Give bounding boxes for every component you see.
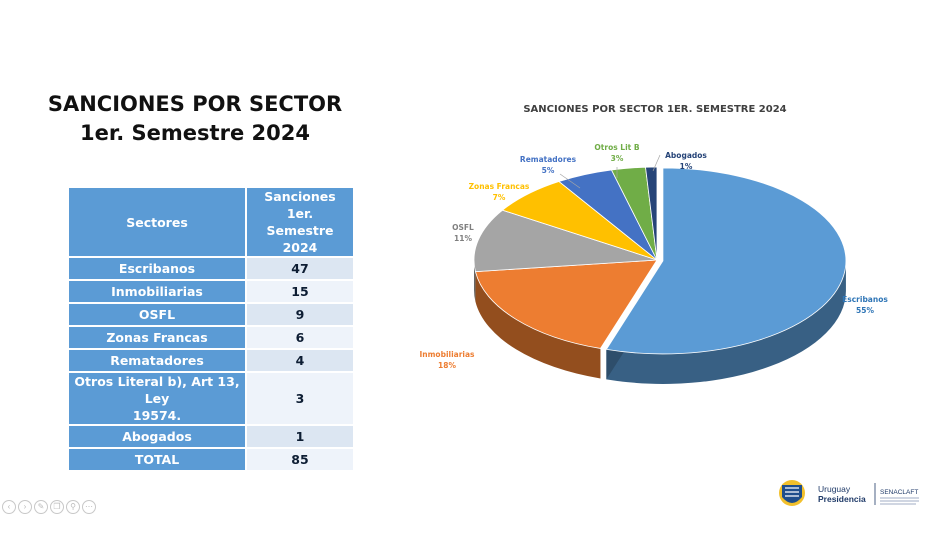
prev-icon[interactable]: ‹ [2, 500, 16, 514]
table-row: Abogados 1 [69, 426, 353, 447]
table-row: Zonas Francas 6 [69, 327, 353, 348]
table-row: OSFL 9 [69, 304, 353, 325]
data-label-category: Escribanos [842, 295, 888, 304]
pie-slice-osfl [473, 209, 658, 273]
row-sector-line2: 19574. [132, 408, 182, 423]
row-sector: Abogados [69, 426, 245, 447]
row-sector-line1: Otros Literal b), Art 13, Ley [74, 374, 240, 406]
row-value: 15 [247, 281, 353, 302]
presidencia-logo: Uruguay Presidencia SENACLAFT [776, 475, 926, 520]
table-row: Otros Literal b), Art 13, Ley 19574. 3 [69, 373, 353, 424]
header-sectores: Sectores [69, 188, 245, 256]
table-header-row: Sectores Sanciones 1er. Semestre 2024 [69, 188, 353, 256]
title-line-2: 1er. Semestre 2024 [80, 121, 310, 145]
data-label-percent: 1% [680, 162, 693, 171]
data-label-category: Zonas Francas [469, 182, 530, 191]
zoom-icon[interactable]: ⚲ [66, 500, 80, 514]
slideshow-nav: ‹ › ✎ ❐ ⚲ ⋯ [2, 500, 96, 514]
pen-icon[interactable]: ✎ [34, 500, 48, 514]
header-sanciones: Sanciones 1er. Semestre 2024 [247, 188, 353, 256]
copy-icon[interactable]: ❐ [50, 500, 64, 514]
table-row: Escribanos 47 [69, 258, 353, 279]
sanctions-table: Sectores Sanciones 1er. Semestre 2024 Es… [67, 186, 355, 472]
data-label-category: Rematadores [520, 155, 577, 164]
data-label-percent: 3% [611, 154, 624, 163]
header-sanciones-line1: Sanciones 1er. [264, 189, 336, 221]
row-sector: Escribanos [69, 258, 245, 279]
pie-slice-abogados [645, 166, 658, 261]
row-value: 4 [247, 350, 353, 371]
pie-slice-escribanos [605, 167, 847, 355]
leader-line [652, 154, 661, 172]
pie-slice-side-escribanos [606, 260, 846, 384]
data-label-percent: 7% [493, 193, 506, 202]
logo-fine-print [880, 497, 919, 505]
data-label-percent: 5% [542, 166, 555, 175]
row-sector: Rematadores [69, 350, 245, 371]
leader-line [559, 173, 581, 189]
row-value: 47 [247, 258, 353, 279]
data-label-category: Abogados [665, 151, 707, 160]
header-sanciones-line2: Semestre 2024 [266, 223, 334, 255]
data-label-category: Otros Lit B [594, 143, 639, 152]
table-row: Inmobiliarias 15 [69, 281, 353, 302]
title-line-1: SANCIONES POR SECTOR [47, 92, 343, 116]
pie-slice-side-inmobiliarias [475, 271, 601, 379]
row-sector: Otros Literal b), Art 13, Ley 19574. [69, 373, 245, 424]
sun-shield-emblem [779, 480, 805, 506]
data-label-category: OSFL [452, 223, 474, 232]
data-label-percent: 11% [454, 234, 472, 243]
table-row: Rematadores 4 [69, 350, 353, 371]
data-label-percent: 18% [438, 361, 456, 370]
logo-uruguay: Uruguay [818, 484, 851, 494]
pie-slice-inmobiliarias [474, 259, 658, 349]
next-icon[interactable]: › [18, 500, 32, 514]
data-label-category: Inmobiliarias [420, 350, 475, 359]
data-label-percent: 55% [856, 306, 874, 315]
total-value: 85 [247, 449, 353, 470]
row-value: 9 [247, 304, 353, 325]
row-value: 1 [247, 426, 353, 447]
row-sector: Zonas Francas [69, 327, 245, 348]
pie-chart: SANCIONES POR SECTOR 1ER. SEMESTRE 2024 … [420, 104, 888, 384]
row-value: 6 [247, 327, 353, 348]
slide-title: SANCIONES POR SECTOR 1er. Semestre 2024 [40, 90, 350, 148]
row-value: 3 [247, 373, 353, 424]
row-sector: Inmobiliarias [69, 281, 245, 302]
total-label: TOTAL [69, 449, 245, 470]
more-icon[interactable]: ⋯ [82, 500, 96, 514]
logo-senaclaft: SENACLAFT [880, 489, 918, 496]
table-total-row: TOTAL 85 [69, 449, 353, 470]
logo-presidencia: Presidencia [818, 494, 866, 504]
chart-title: SANCIONES POR SECTOR 1ER. SEMESTRE 2024 [523, 104, 786, 115]
row-sector: OSFL [69, 304, 245, 325]
